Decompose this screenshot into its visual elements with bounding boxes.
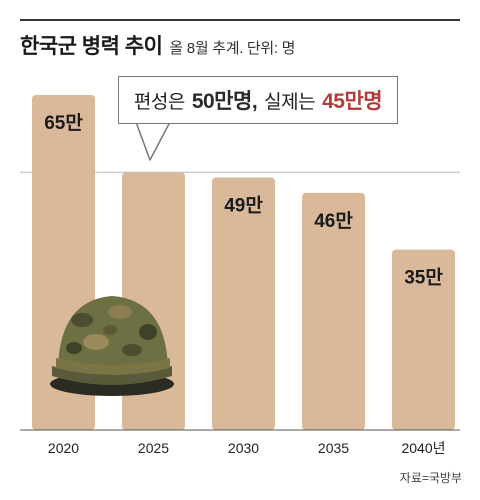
helmet-camo-spot-2 xyxy=(108,305,132,319)
callout-planned-value: 50만명, xyxy=(191,90,258,113)
data-label-2035: 46만 xyxy=(314,210,353,232)
top-rule xyxy=(20,19,460,21)
bar-2035 xyxy=(302,192,365,430)
helmet-camo-spot-7 xyxy=(103,325,117,335)
chart-title: 한국군 병력 추이 xyxy=(20,35,163,58)
helmet-camo-spot-3 xyxy=(139,324,157,340)
bar-2040년 xyxy=(392,249,455,430)
callout-prefix: 편성은 xyxy=(133,91,185,113)
x-tick-2025: 2025 xyxy=(138,440,169,456)
source-note: 자료=국방부 xyxy=(399,471,462,485)
chart-header: 한국군 병력 추이 올 8월 추계. 단위: 명 xyxy=(20,30,295,60)
helmet-camo-spot-5 xyxy=(122,344,142,356)
x-tick-2020: 2020 xyxy=(48,440,79,456)
callout-pointer xyxy=(135,121,171,161)
x-tick-2035: 2035 xyxy=(318,440,349,456)
x-tick-2040년: 2040년 xyxy=(401,440,445,456)
chart-subtitle: 올 8월 추계. 단위: 명 xyxy=(169,40,296,57)
data-label-2020: 65만 xyxy=(44,112,83,134)
helmet-camo-spot-6 xyxy=(66,342,82,354)
x-tick-2030: 2030 xyxy=(228,440,259,456)
helmet-icon xyxy=(50,296,174,396)
callout-middle: 실제는 xyxy=(264,91,316,113)
helmet-rim xyxy=(52,366,172,385)
callout-box: 편성은 50만명, 실제는 45만명 xyxy=(118,76,398,124)
data-label-2030: 49만 xyxy=(224,194,263,216)
helmet-camo-spot-1 xyxy=(71,313,93,327)
data-label-2040년: 35만 xyxy=(404,267,443,289)
bar-2030 xyxy=(212,177,275,430)
helmet-band xyxy=(56,358,170,375)
helmet-camo-spot-4 xyxy=(83,334,109,350)
callout-actual-value: 45만명 xyxy=(322,90,383,113)
